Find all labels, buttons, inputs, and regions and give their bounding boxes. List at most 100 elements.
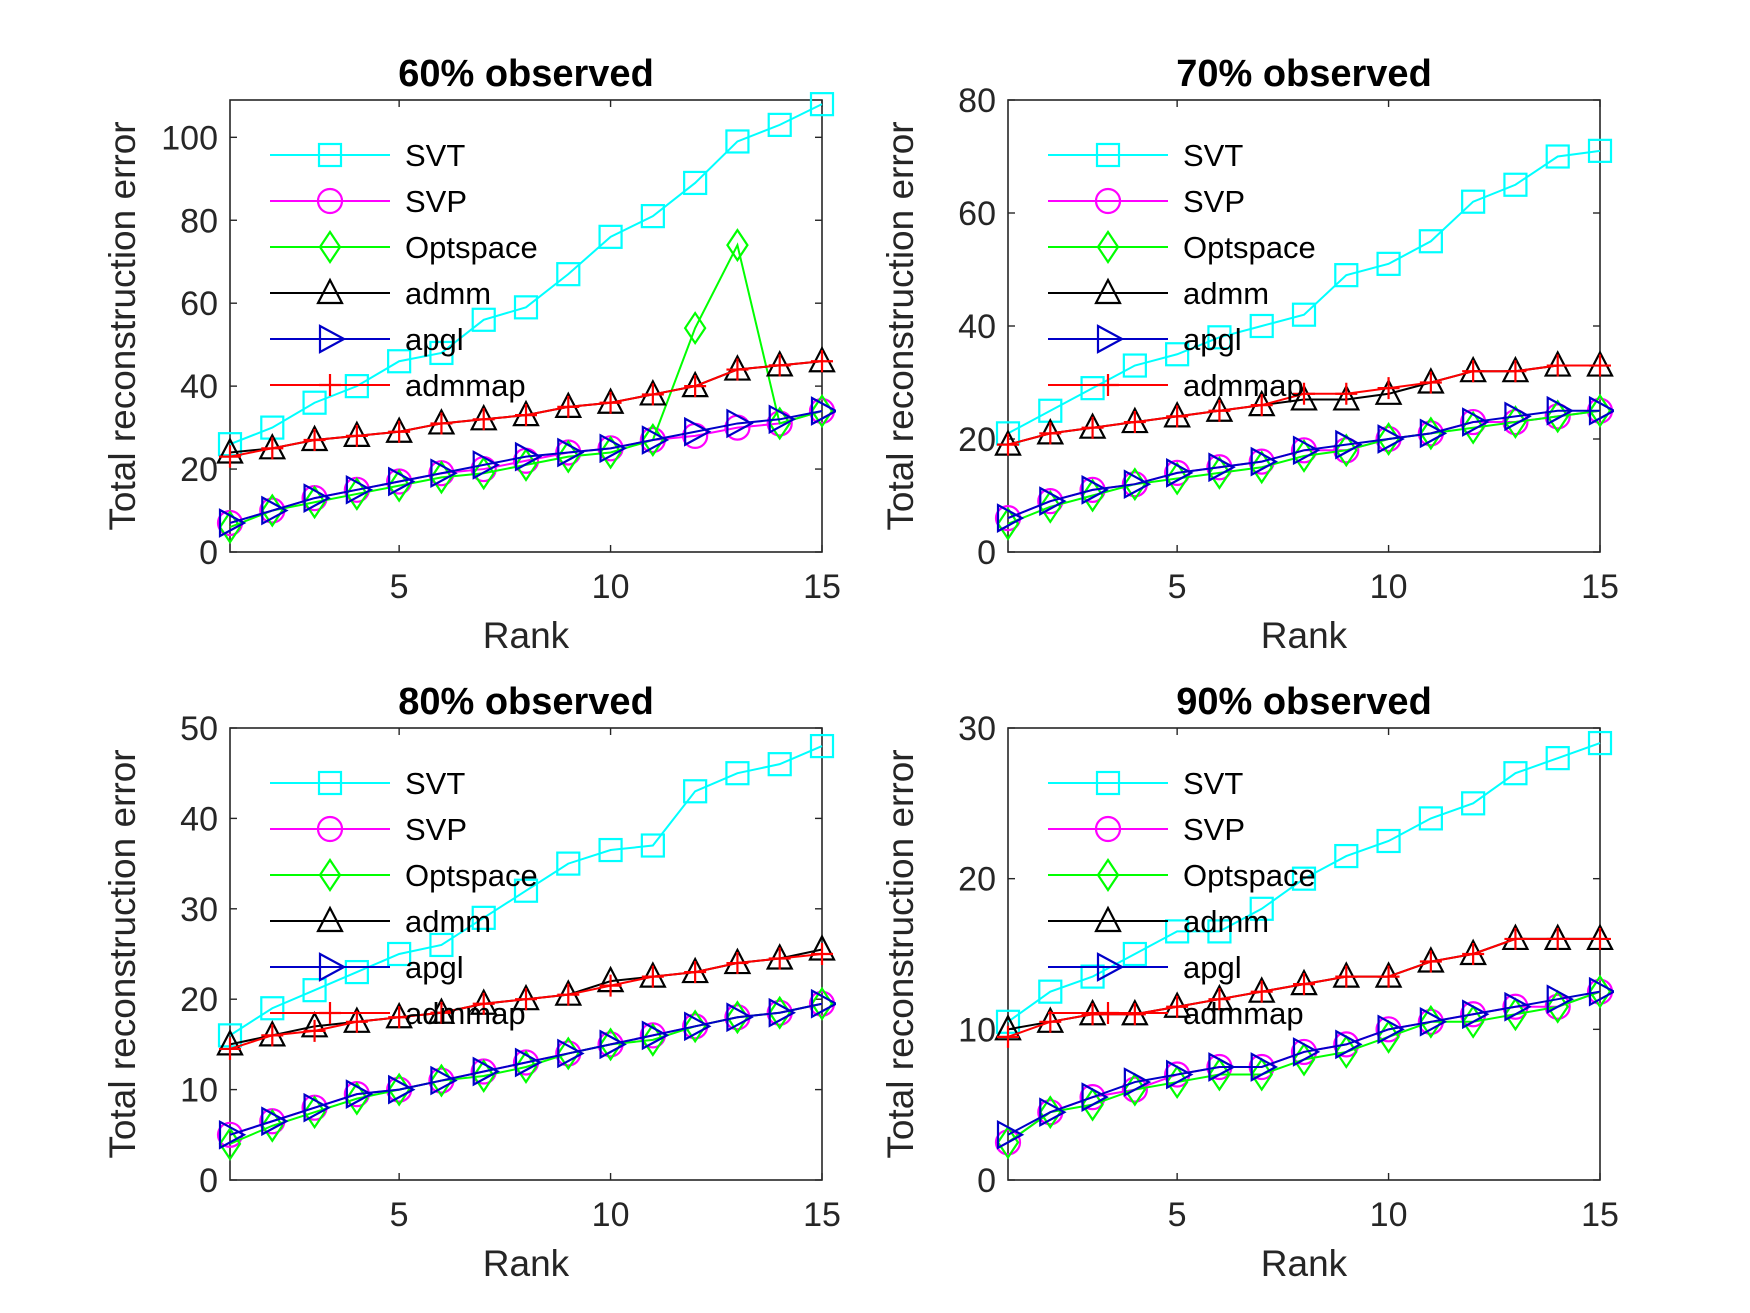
data-point-apgl xyxy=(1462,999,1490,1030)
data-point-admm xyxy=(1332,384,1361,411)
x-tick-label: 15 xyxy=(803,1196,841,1234)
y-tick-label: 30 xyxy=(180,891,218,929)
x-axis-label: Rank xyxy=(483,615,570,656)
data-point-admmap xyxy=(1039,422,1062,445)
legend-marker-svt xyxy=(317,770,343,796)
y-tick-label: 20 xyxy=(180,981,218,1019)
y-tick-label: 60 xyxy=(180,285,218,323)
data-point-svt xyxy=(598,224,623,249)
chart-title: 70% observed xyxy=(1176,53,1432,95)
data-point-apgl xyxy=(472,1056,501,1087)
data-point-apgl xyxy=(345,1079,374,1109)
data-point-apgl xyxy=(1292,435,1321,466)
data-point-svp xyxy=(994,1129,1022,1156)
legend-label-admm: admm xyxy=(405,904,491,939)
data-point-svt xyxy=(1122,353,1147,378)
plot-area xyxy=(229,727,823,1181)
data-point-svt xyxy=(1503,172,1528,197)
x-tick-label: 5 xyxy=(390,568,409,606)
data-point-admmap xyxy=(811,350,833,373)
data-point-apgl xyxy=(1419,418,1448,449)
data-point-optspace xyxy=(1461,410,1485,445)
chart-panel-2: 70% observed Rank Total reconstruction err… xyxy=(880,53,1619,656)
legend-marker-svt xyxy=(1095,770,1121,796)
legend: SVT SVP Optspace admm apgl admmap xyxy=(270,766,538,1031)
data-point-admmap xyxy=(1377,965,1400,988)
data-point-admmap xyxy=(472,408,495,431)
data-point-apgl xyxy=(1081,1082,1109,1112)
data-point-svt xyxy=(1376,828,1401,854)
data-point-admmap xyxy=(997,1025,1019,1048)
legend-label-apgl: apgl xyxy=(1183,322,1242,357)
data-point-admmap xyxy=(1335,382,1358,405)
y-tick-label: 0 xyxy=(977,534,996,572)
data-point-optspace xyxy=(1461,1004,1485,1039)
data-point-admmap xyxy=(641,383,664,406)
data-point-optspace xyxy=(260,1108,284,1143)
series-group xyxy=(994,730,1614,1160)
x-axis-label: Rank xyxy=(1261,615,1348,656)
data-point-admmap xyxy=(1250,980,1273,1003)
x-tick-label: 5 xyxy=(390,1196,409,1234)
legend-label-svp: SVP xyxy=(1183,184,1245,219)
y-tick-label: 10 xyxy=(180,1072,218,1110)
data-point-optspace xyxy=(1081,478,1104,513)
data-point-admmap xyxy=(1166,995,1189,1018)
series-line-svt xyxy=(229,745,823,1037)
data-point-optspace xyxy=(1208,1057,1231,1092)
data-point-svt xyxy=(344,374,369,399)
legend-marker-admmap xyxy=(1097,374,1119,396)
data-point-apgl xyxy=(1462,407,1490,437)
y-tick-label: 80 xyxy=(180,202,218,240)
data-point-svt xyxy=(556,262,581,287)
data-point-svt xyxy=(1418,806,1443,831)
plot-area xyxy=(229,99,823,553)
data-point-svt xyxy=(513,295,539,320)
data-point-admmap xyxy=(219,445,241,468)
data-point-admmap xyxy=(1419,950,1442,973)
data-point-apgl xyxy=(388,1074,416,1105)
data-point-apgl xyxy=(726,408,754,439)
data-point-svt xyxy=(1038,979,1063,1004)
y-tick-label: 20 xyxy=(958,421,996,459)
data-point-svt xyxy=(1461,189,1486,214)
data-point-admmap xyxy=(430,412,453,435)
data-point-optspace xyxy=(996,506,1020,541)
legend: SVT SVP Optspace admm apgl admmap xyxy=(1048,138,1316,403)
legend-marker-admmap xyxy=(319,374,341,396)
data-point-admmap xyxy=(388,1006,411,1029)
data-point-svt xyxy=(302,390,327,415)
legend-marker-apgl xyxy=(1096,324,1125,354)
data-point-svt xyxy=(429,932,454,958)
legend-label-svp: SVP xyxy=(405,812,467,847)
x-tick-label: 10 xyxy=(1370,568,1408,606)
data-point-admmap xyxy=(1546,927,1569,950)
data-point-admmap xyxy=(1293,382,1315,405)
y-tick-label: 80 xyxy=(958,82,996,120)
data-point-svt xyxy=(1122,941,1147,967)
data-point-admmap xyxy=(684,961,707,984)
data-point-admmap xyxy=(345,424,368,447)
data-point-optspace xyxy=(303,1095,326,1130)
data-point-svt xyxy=(1207,325,1232,350)
legend-marker-optspace xyxy=(1096,230,1120,264)
data-point-svt xyxy=(260,996,285,1021)
data-point-apgl xyxy=(388,466,416,497)
data-point-optspace xyxy=(218,510,242,545)
y-axis-label: Total reconstruction error xyxy=(880,121,921,530)
y-tick-label: 100 xyxy=(161,119,218,157)
legend-label-admmap: admmap xyxy=(405,368,526,403)
data-point-admmap xyxy=(388,420,411,443)
legend-marker-optspace xyxy=(1096,858,1120,892)
data-point-apgl xyxy=(641,1020,670,1051)
legend-marker-svp xyxy=(316,815,344,843)
data-point-apgl xyxy=(726,1002,754,1033)
legend-label-svp: SVP xyxy=(1183,812,1245,847)
x-tick-label: 15 xyxy=(803,568,841,606)
data-point-svt xyxy=(1165,919,1190,944)
series-line-apgl xyxy=(1007,990,1601,1136)
data-point-apgl xyxy=(684,1011,712,1042)
data-point-svt xyxy=(1207,919,1232,944)
data-point-svt xyxy=(725,761,750,786)
